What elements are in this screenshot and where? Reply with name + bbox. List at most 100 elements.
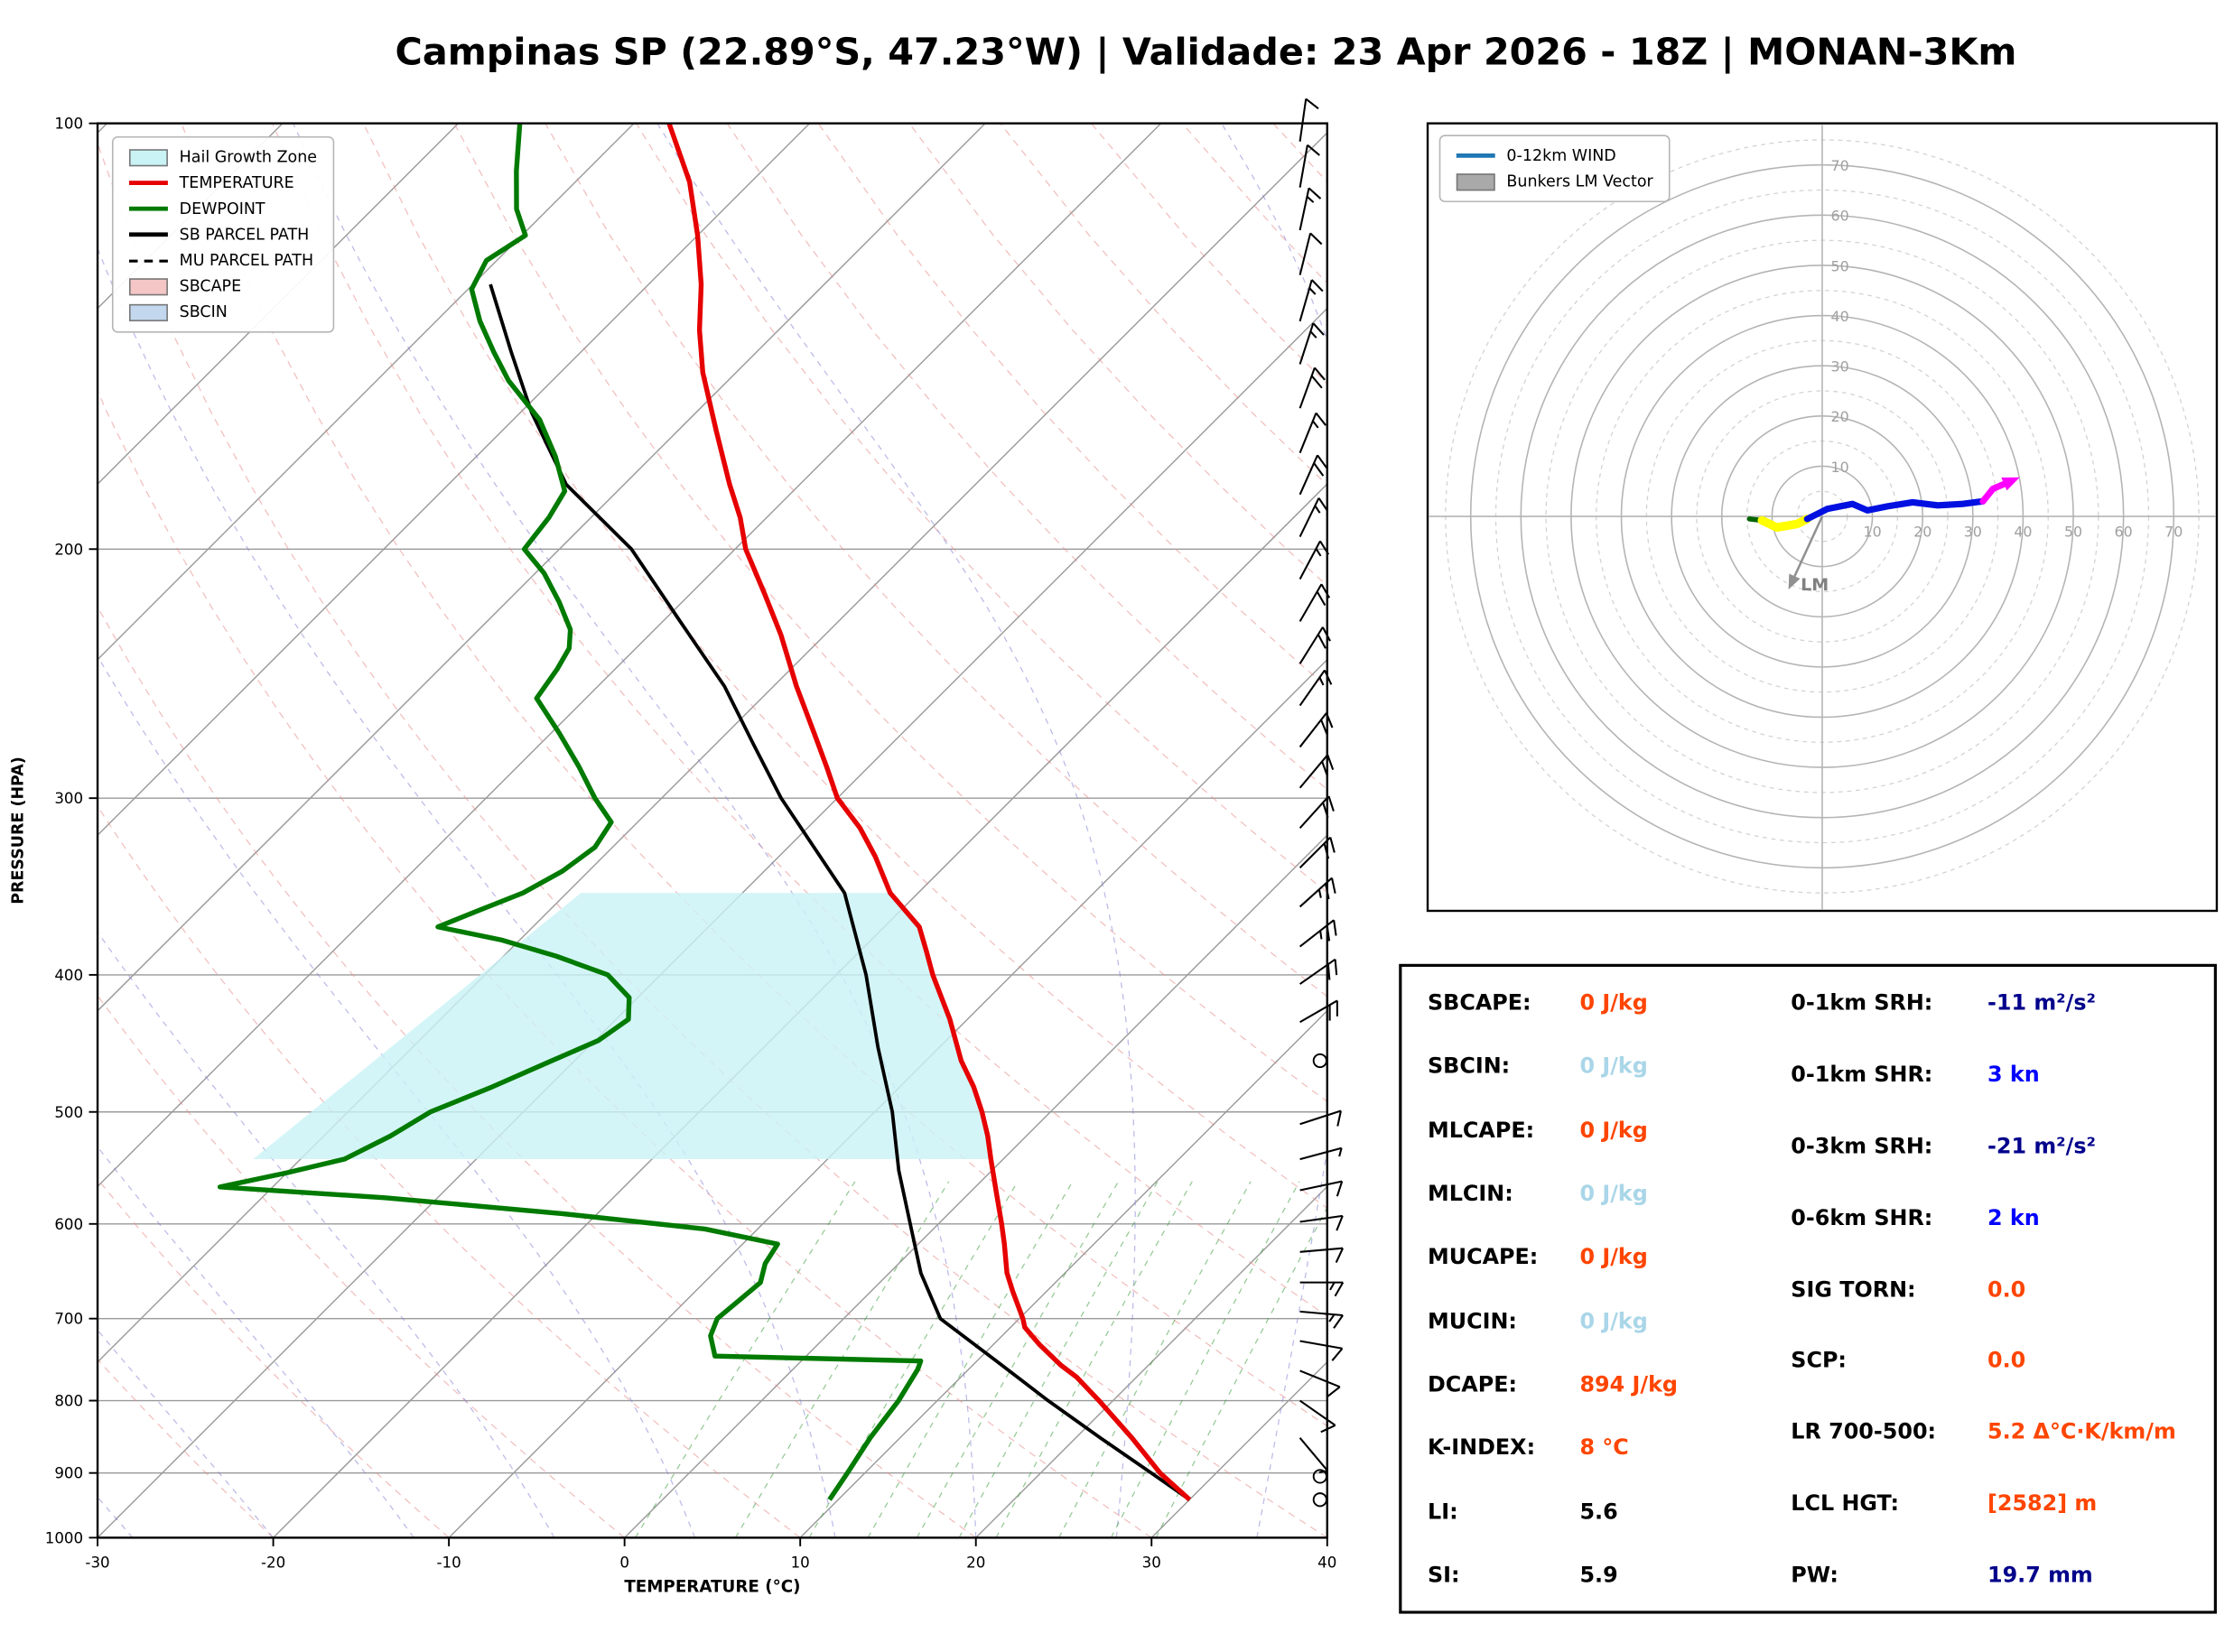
- svg-text:600: 600: [54, 1216, 83, 1233]
- index-value: 0.0: [1987, 1347, 2026, 1374]
- index-row: PW: 19.7 mm: [1791, 1562, 2188, 1588]
- calm-wind-circle: [1312, 1053, 1327, 1069]
- svg-text:70: 70: [1831, 157, 1849, 174]
- sbcape-swatch: [129, 277, 168, 295]
- index-row: LCL HGT: [2582] m: [1791, 1490, 2188, 1517]
- sb-parcel-path-curve: [489, 283, 1191, 1501]
- svg-text:50: 50: [2064, 523, 2082, 540]
- index-label: 0-1km SHR:: [1791, 1061, 1933, 1088]
- index-label: LR 700-500:: [1791, 1418, 1937, 1445]
- svg-text:20: 20: [1831, 408, 1849, 425]
- legend-label: MU PARCEL PATH: [179, 251, 314, 270]
- index-label: LCL HGT:: [1791, 1490, 1900, 1517]
- index-value: 0 J/kg: [1579, 1053, 1648, 1080]
- index-label: 0-3km SRH:: [1791, 1132, 1933, 1159]
- index-label: SBCAPE:: [1428, 989, 1531, 1016]
- wind-barb-column: [1299, 97, 1345, 1508]
- index-row: DCAPE: 894 J/kg: [1428, 1371, 1783, 1397]
- svg-text:30: 30: [1831, 358, 1849, 376]
- index-row: MLCIN: 0 J/kg: [1428, 1181, 1783, 1207]
- figure-title: Campinas SP (22.89°S, 47.23°W) | Validad…: [395, 31, 2017, 75]
- svg-text:900: 900: [54, 1465, 83, 1482]
- index-label: PW:: [1791, 1562, 1838, 1588]
- svg-text:100: 100: [54, 116, 83, 133]
- temperature-curve: [666, 123, 1192, 1502]
- svg-text:800: 800: [54, 1393, 83, 1410]
- svg-text:20: 20: [1913, 523, 1931, 540]
- svg-text:0: 0: [619, 1555, 629, 1572]
- legend-item: SB PARCEL PATH: [129, 225, 317, 244]
- sb-parcel-path-swatch: [129, 232, 168, 237]
- skewt-border: [96, 122, 1328, 1539]
- indices-column-left: SBCAPE: 0 J/kg SBCIN: 0 J/kg MLCAPE: 0 J/kg ML…: [1428, 989, 1783, 1588]
- svg-text:40: 40: [1831, 308, 1849, 325]
- index-label: SIG TORN:: [1791, 1276, 1916, 1302]
- legend-item: Bunkers LM Vector: [1456, 172, 1653, 191]
- svg-text:700: 700: [54, 1311, 83, 1328]
- index-value: -11 m²/s²: [1987, 989, 2096, 1016]
- svg-text:70: 70: [2164, 523, 2183, 540]
- index-value: [2582] m: [1987, 1490, 2098, 1517]
- index-row: SI: 5.9: [1428, 1562, 1783, 1588]
- svg-text:10: 10: [1831, 459, 1849, 476]
- legend-label: DEWPOINT: [179, 199, 265, 218]
- hodograph-trace-1-3km: [1757, 515, 1812, 533]
- svg-text:1000: 1000: [45, 1529, 83, 1546]
- legend-item: SBCAPE: [129, 276, 317, 296]
- svg-text:30: 30: [1964, 523, 1982, 540]
- index-value: 2 kn: [1987, 1204, 2040, 1230]
- index-row: SIG TORN: 0.0: [1791, 1276, 2188, 1302]
- dewpoint-curve: [217, 123, 924, 1501]
- svg-text:30: 30: [1142, 1555, 1161, 1572]
- index-value: 0 J/kg: [1579, 989, 1648, 1016]
- legend-label: SBCAPE: [179, 276, 242, 296]
- index-value: 5.6: [1579, 1498, 1618, 1525]
- svg-text:400: 400: [54, 967, 83, 984]
- svg-text:PRESSURE (HPA): PRESSURE (HPA): [9, 756, 27, 905]
- legend-label: Bunkers LM Vector: [1506, 172, 1653, 191]
- legend-label: 0-12km WIND: [1506, 146, 1616, 165]
- legend-item: Hail Growth Zone: [129, 148, 317, 166]
- index-value: -21 m²/s²: [1987, 1132, 2096, 1159]
- svg-text:40: 40: [2014, 523, 2032, 540]
- index-value: 0 J/kg: [1579, 1180, 1648, 1207]
- bunkers-lm-vector: [1791, 515, 1824, 582]
- legend-label: SB PARCEL PATH: [179, 225, 310, 245]
- svg-text:50: 50: [1831, 257, 1849, 274]
- indices-column-right: 0-1km SRH: -11 m²/s² 0-1km SHR: 3 kn 0-3km S…: [1791, 989, 2188, 1588]
- index-label: 0-6km SHR:: [1791, 1204, 1933, 1230]
- svg-text:-10: -10: [437, 1555, 461, 1572]
- skewt-legend: Hail Growth Zone TEMPERATURE DEWPOINT SB PA…: [111, 135, 335, 333]
- legend-item: MU PARCEL PATH: [129, 251, 317, 270]
- index-value: 894 J/kg: [1579, 1370, 1678, 1397]
- index-value: 0 J/kg: [1579, 1117, 1648, 1143]
- index-value: 0 J/kg: [1579, 1307, 1648, 1334]
- index-row: 0-1km SRH: -11 m²/s²: [1791, 989, 2188, 1016]
- calm-wind-circle: [1312, 1469, 1327, 1484]
- index-row: LR 700-500: 5.2 Δ°C·K/km/m: [1791, 1419, 2188, 1445]
- index-row: MUCIN: 0 J/kg: [1428, 1308, 1783, 1334]
- index-row: MLCAPE: 0 J/kg: [1428, 1117, 1783, 1143]
- index-label: LI:: [1428, 1498, 1458, 1525]
- index-value: 8 °C: [1579, 1434, 1629, 1462]
- index-value: 5.9: [1579, 1562, 1618, 1588]
- index-value: 3 kn: [1987, 1061, 2040, 1088]
- svg-text:500: 500: [54, 1104, 83, 1121]
- index-label: MLCIN:: [1428, 1180, 1513, 1207]
- index-value: 5.2 Δ°C·K/km/m: [1987, 1418, 2176, 1445]
- hodograph-legend: 0-12km WIND Bunkers LM Vector: [1438, 135, 1671, 203]
- mu-parcel-path-curve: [489, 283, 1191, 1501]
- index-value: 0.0: [1987, 1276, 2026, 1302]
- index-label: K-INDEX:: [1428, 1434, 1536, 1462]
- hail-growth-zone-swatch: [129, 148, 168, 166]
- index-row: SBCIN: 0 J/kg: [1428, 1053, 1783, 1080]
- index-label: MUCAPE:: [1428, 1244, 1539, 1270]
- temperature-swatch: [129, 181, 168, 185]
- index-value: 0 J/kg: [1579, 1244, 1648, 1270]
- legend-item: SBCIN: [129, 302, 317, 321]
- svg-text:60: 60: [2115, 523, 2133, 540]
- svg-text:LM: LM: [1801, 575, 1829, 595]
